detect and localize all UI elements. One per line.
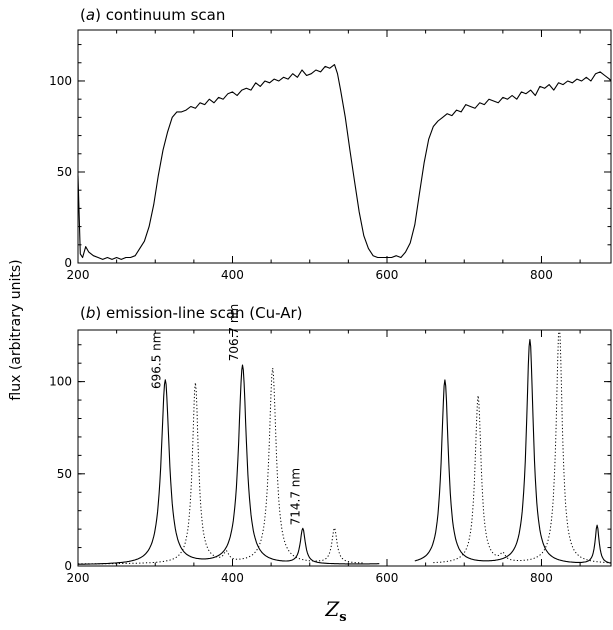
panel-a-ticks: 200 400 600 800 0 50 100 [49, 30, 611, 282]
panel-b-ticks: 200 400 600 800 0 50 100 [49, 330, 611, 585]
panel-b-title: (b) emission-line scan (Cu-Ar) [80, 304, 302, 322]
y-tick-label: 50 [57, 467, 72, 481]
y-tick-label: 100 [49, 74, 72, 88]
panel-a-frame [77, 29, 612, 264]
panel-b-frame [77, 329, 612, 567]
panel-b: (b) emission-line scan (Cu-Ar) 200 400 600… [49, 304, 612, 585]
x-tick-label: 200 [67, 268, 90, 282]
series-line-dotted-2 [78, 329, 612, 565]
y-tick-label: 0 [64, 256, 72, 270]
x-axis-label-main: Z [324, 597, 340, 621]
line-annotation: 696.5 nm [150, 332, 164, 389]
x-axis-label: Zs [324, 597, 346, 625]
series-line-solid-1 [78, 338, 612, 565]
y-tick-label: 0 [64, 559, 72, 573]
series-line-solid-1 [77, 64, 612, 260]
panel-a-title: (a) continuum scan [80, 6, 225, 24]
panel-b-annotations: 696.5 nm 706.7 nm 714.7 nm [150, 304, 303, 526]
line-annotation: 706.7 nm [227, 304, 241, 361]
y-axis-label: flux (arbitrary units) [8, 259, 24, 400]
x-tick-label: 800 [530, 268, 553, 282]
x-tick-label: 400 [221, 268, 244, 282]
x-tick-label: 600 [376, 268, 399, 282]
panel-b-series [78, 329, 612, 565]
y-tick-label: 50 [57, 165, 72, 179]
y-tick-label: 100 [49, 375, 72, 389]
x-axis-label-sub: s [339, 610, 346, 625]
panel-a-title-text: continuum scan [106, 6, 226, 24]
panel-a: (a) continuum scan 200 400 600 800 0 50 100 [49, 6, 612, 282]
panel-b-title-text: emission-line scan (Cu-Ar) [106, 304, 302, 322]
line-annotation: 714.7 nm [289, 468, 303, 525]
panel-a-series [77, 64, 612, 260]
x-tick-label: 600 [376, 571, 399, 585]
panel-b-letter: b [86, 304, 96, 322]
x-tick-label: 800 [530, 571, 553, 585]
x-tick-label: 200 [67, 571, 90, 585]
x-tick-label: 400 [221, 571, 244, 585]
panel-a-letter: a [86, 6, 95, 24]
